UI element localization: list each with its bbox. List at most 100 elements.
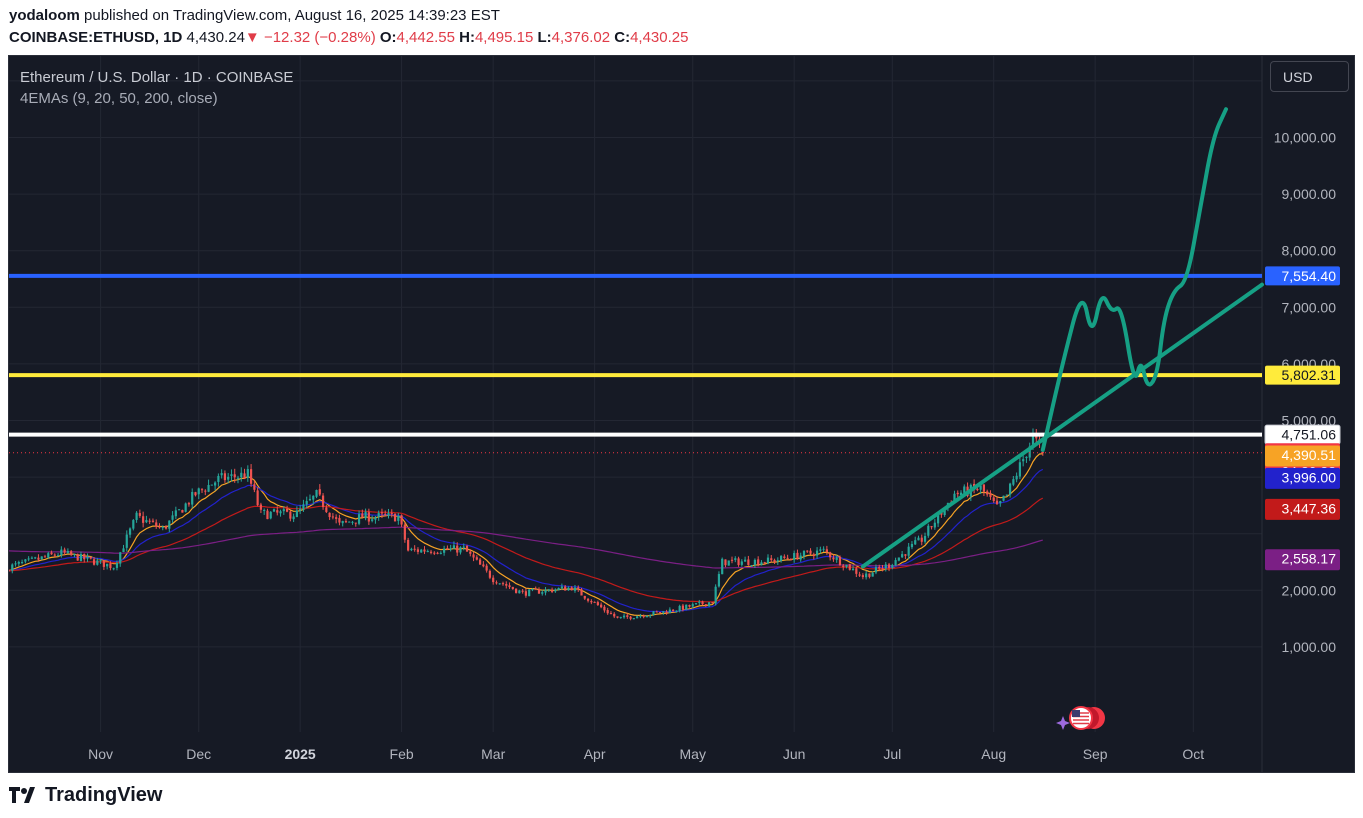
x-axis-label: Sep	[1083, 746, 1108, 762]
candle-body	[119, 552, 122, 564]
candle-body	[645, 616, 649, 618]
author-name[interactable]: yodaloom	[9, 7, 80, 24]
low-label: L:	[537, 29, 552, 46]
chart-panel[interactable]: 1,000.00 2,000.00 5,000.00 6,000.00 7,000.00…	[8, 55, 1355, 773]
candle-body	[302, 504, 305, 510]
x-axis-label: Apr	[584, 746, 606, 762]
candle-body	[649, 614, 652, 616]
candle-body	[76, 554, 79, 561]
candle-body	[573, 587, 577, 591]
candle-body	[174, 510, 177, 517]
last-price: 4,430.24	[186, 29, 245, 46]
candle-body	[420, 549, 423, 553]
candle-body	[439, 552, 442, 554]
candle-body	[371, 519, 374, 521]
candle-body	[714, 586, 717, 604]
ema-price-tag-4-text: 2,558.17	[1282, 551, 1337, 567]
candle-body	[11, 564, 14, 571]
candle-body	[492, 577, 495, 583]
candle-body	[992, 497, 995, 502]
currency-button[interactable]: USD	[1270, 61, 1349, 92]
x-axis-label: Feb	[390, 746, 414, 762]
candle-body	[770, 558, 773, 561]
close-label: C:	[614, 29, 631, 46]
candle-body	[842, 565, 845, 568]
candle-body	[894, 560, 897, 566]
candle-body	[361, 513, 364, 518]
candle-body	[547, 589, 550, 591]
ema-price-tag-1: 4,390.51	[1265, 445, 1340, 467]
level-price-tag-3-text: 4,751.06	[1282, 427, 1337, 443]
candle-body	[799, 555, 802, 560]
candle-body	[30, 557, 34, 559]
candle-body	[187, 503, 191, 505]
candle-body	[776, 560, 779, 562]
candle-body	[668, 609, 671, 614]
candle-body	[904, 554, 907, 556]
candle-body	[815, 550, 819, 556]
candle-body	[125, 534, 128, 548]
ema-price-tag-1-box	[1265, 445, 1340, 467]
candle-body	[953, 493, 956, 503]
candle-body	[747, 559, 750, 565]
candle-body	[86, 556, 89, 559]
candle-body	[662, 611, 665, 613]
candle-body	[63, 549, 66, 553]
candle-body	[263, 509, 266, 511]
candle-body	[609, 613, 613, 615]
y-axis-tick-label: 9,000.00	[1282, 186, 1337, 202]
candle-body	[622, 615, 626, 618]
candle-body	[734, 558, 737, 560]
candle-body	[407, 539, 410, 551]
candle-body	[901, 554, 904, 558]
candle-body	[806, 550, 809, 552]
ema-200-line	[9, 526, 1043, 569]
candles	[9, 428, 1044, 621]
candle-body	[426, 551, 429, 553]
candle-body	[881, 568, 884, 570]
candle-body	[891, 564, 894, 568]
candle-body	[508, 585, 511, 588]
candle-body	[897, 557, 900, 561]
candle-body	[937, 512, 940, 524]
candle-body	[285, 508, 289, 512]
candle-body	[220, 473, 223, 476]
candle-body	[200, 489, 204, 491]
candle-body	[943, 507, 946, 516]
candle-body	[181, 510, 184, 513]
candle-body	[655, 611, 658, 613]
candle-body	[482, 564, 485, 567]
chart-title[interactable]: Ethereum / U.S. Dollar · 1D · COINBASE	[20, 69, 294, 86]
candle-body	[914, 540, 917, 545]
candle-body	[737, 558, 740, 565]
candle-body	[730, 559, 734, 561]
y-axis-tick-label: 1,000.00	[1282, 639, 1337, 655]
candle-body	[184, 503, 187, 512]
ema-price-tag-2-box	[1265, 467, 1340, 489]
candle-body	[793, 553, 796, 560]
candle-body	[685, 604, 688, 610]
candle-body	[1015, 475, 1018, 480]
candle-body	[665, 611, 668, 614]
candle-body	[721, 558, 724, 575]
x-axis-label: Oct	[1182, 746, 1204, 762]
candle-body	[701, 601, 704, 605]
price-chart[interactable]: 1,000.002,000.005,000.006,000.007,000.00…	[9, 56, 1355, 773]
publish-text: published on TradingView.com, August 16,…	[84, 7, 500, 24]
candle-body	[443, 548, 446, 553]
candle-body	[1041, 452, 1044, 454]
candle-body	[253, 484, 256, 490]
candle-body	[1018, 462, 1022, 477]
candle-body	[70, 551, 73, 555]
candle-body	[485, 565, 488, 571]
candle-body	[295, 510, 298, 517]
candle-body	[1002, 495, 1005, 501]
candle-body	[299, 508, 302, 511]
candle-body	[145, 520, 148, 523]
flag-canton	[1072, 710, 1080, 717]
candle-body	[289, 511, 292, 519]
candle-body	[403, 524, 406, 540]
indicator-legend[interactable]: 4EMAs (9, 20, 50, 200, close)	[20, 90, 218, 107]
candle-body	[567, 587, 570, 591]
candle-body	[708, 602, 711, 606]
